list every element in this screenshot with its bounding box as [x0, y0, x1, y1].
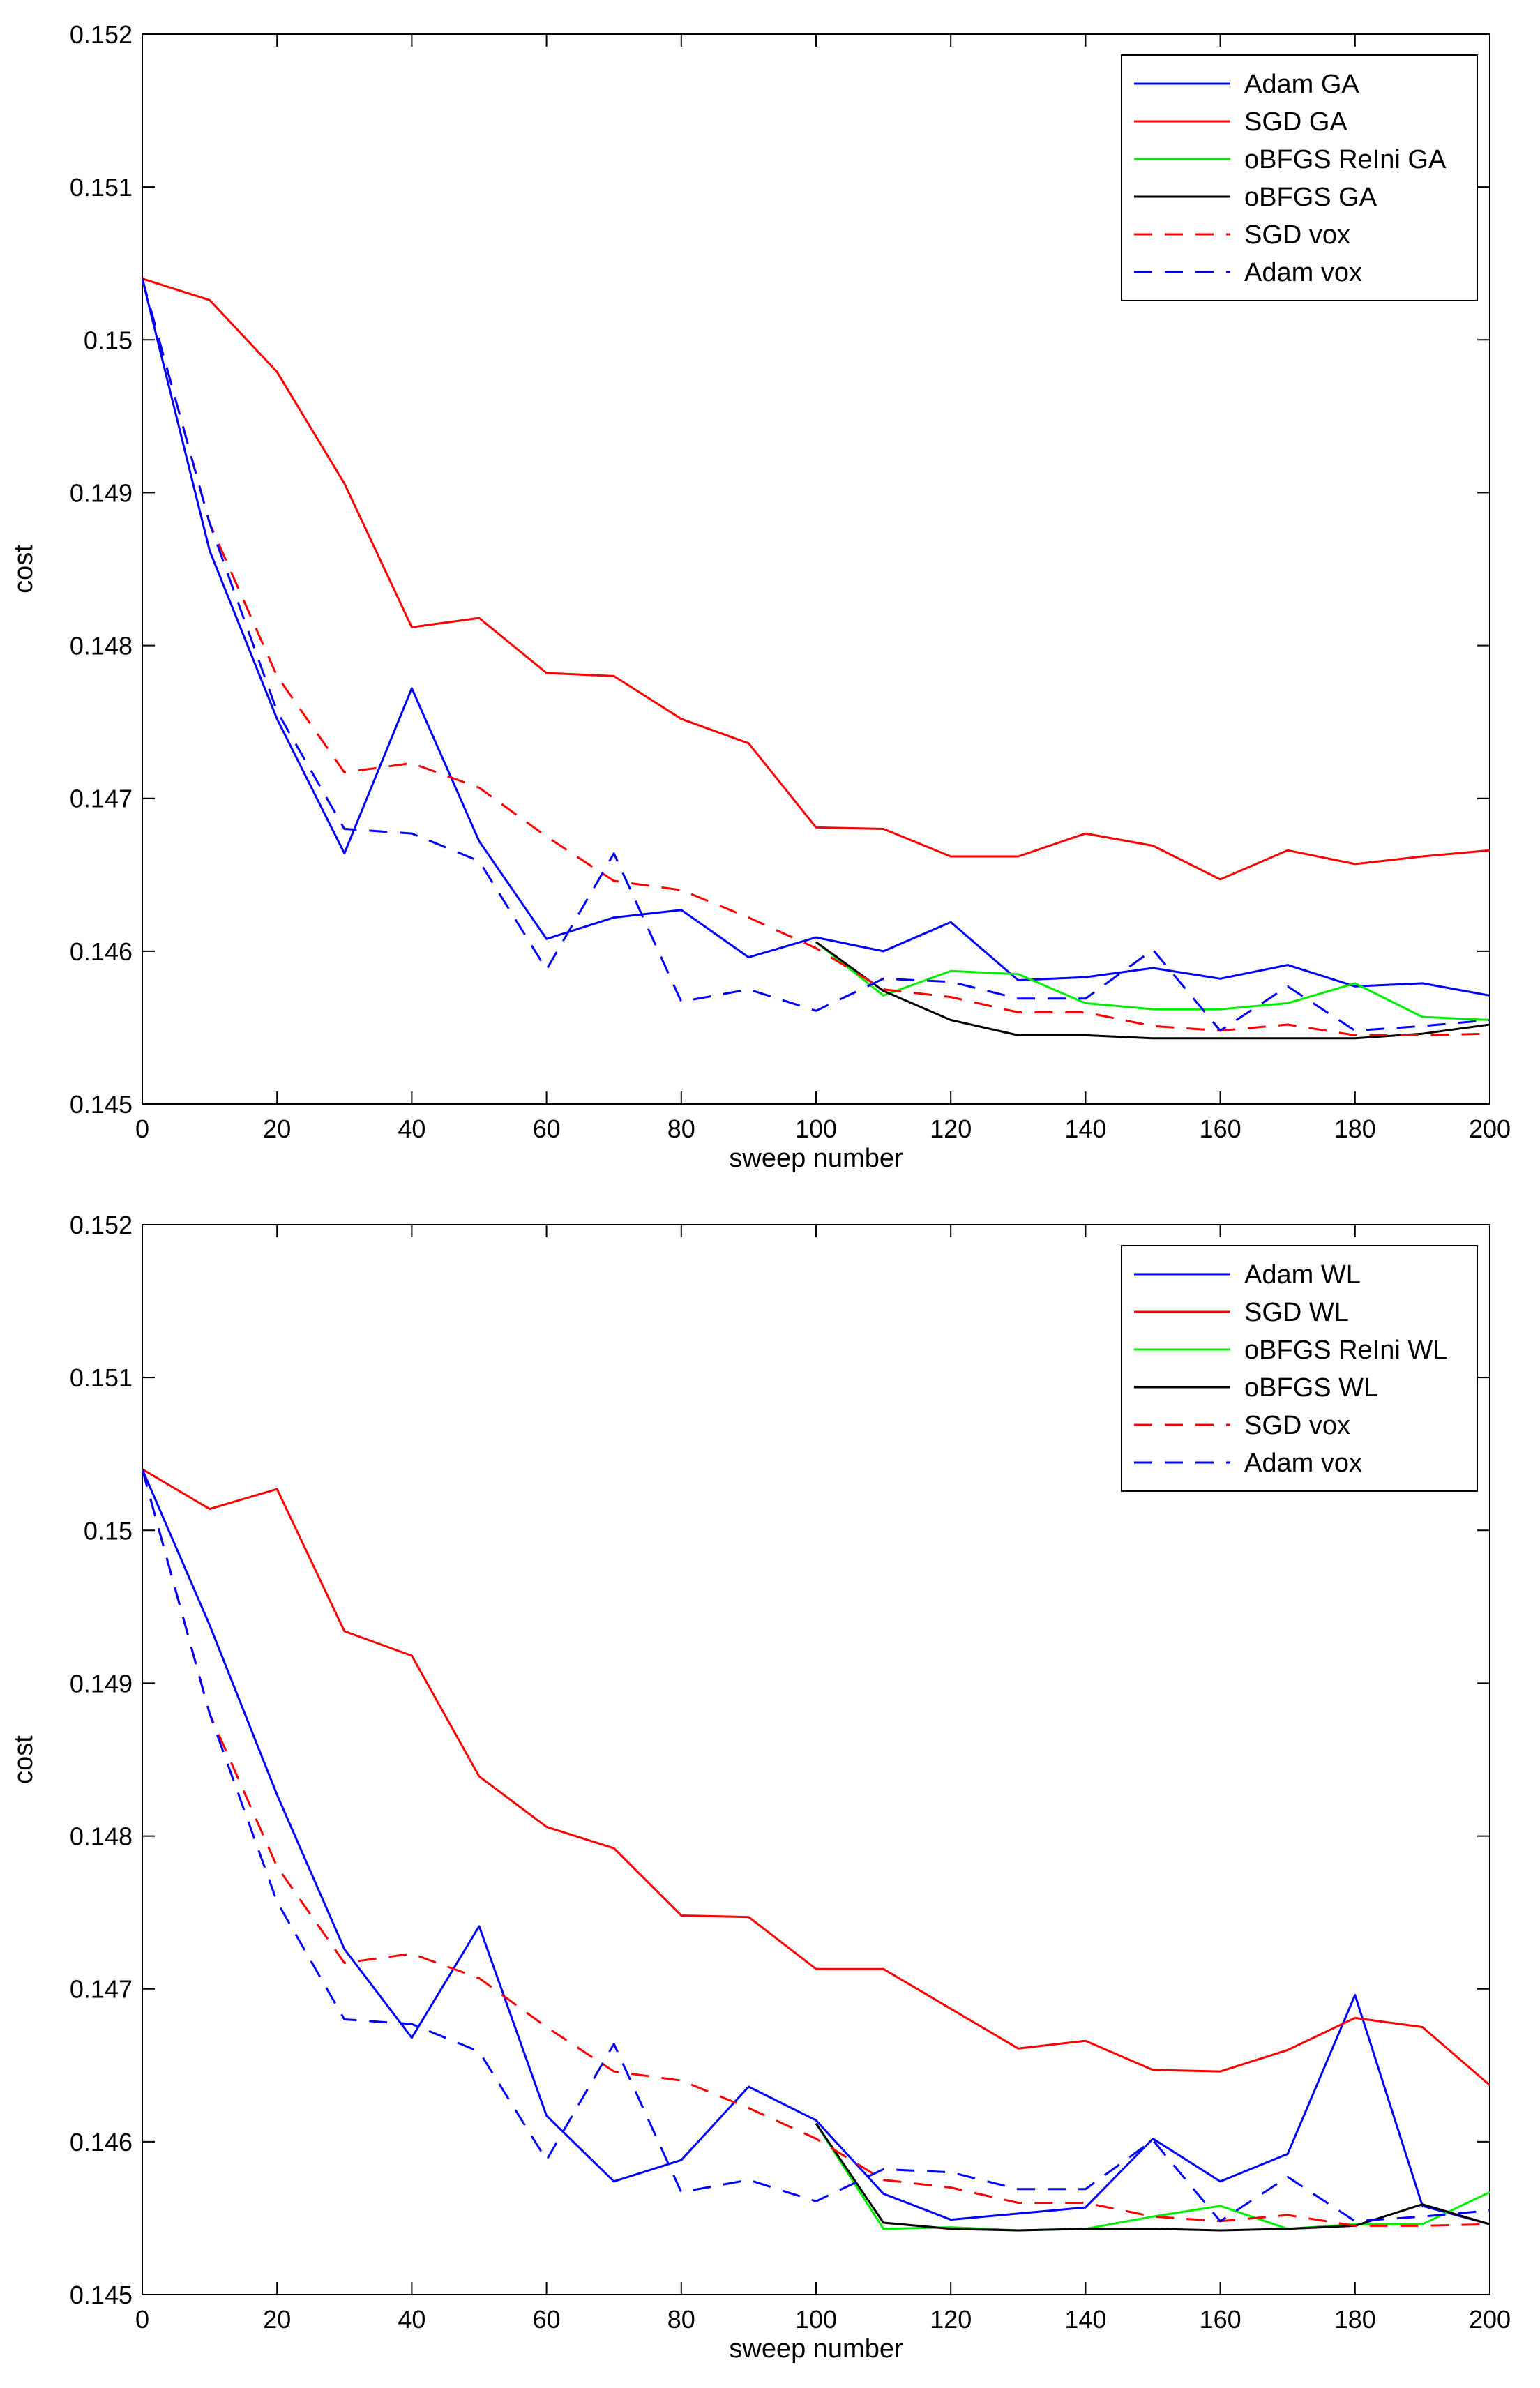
y-axis-label: cost	[9, 545, 38, 594]
series-line-sgd-vox	[142, 1469, 1490, 2227]
legend: Adam WL SGD WL oBFGS ReIni WL oBFGS WL SGD v…	[1121, 1245, 1478, 1492]
x-tick-label: 80	[667, 2305, 695, 2334]
y-tick-label: 0.147	[70, 1975, 133, 2004]
y-tick-label: 0.151	[70, 1363, 133, 1392]
legend-label: oBFGS ReIni GA	[1244, 145, 1447, 174]
y-tick-label: 0.149	[70, 478, 133, 507]
series-line-obfgs-reini-ga	[815, 941, 1490, 1021]
x-tick-label: 40	[398, 1114, 425, 1143]
series-line-sgd-wl	[142, 1468, 1490, 2086]
y-tick-label: 0.148	[70, 632, 133, 660]
legend-label: Adam GA	[1244, 70, 1359, 99]
x-tick-label: 180	[1334, 2305, 1376, 2334]
legend-label: oBFGS ReIni WL	[1244, 1336, 1447, 1365]
legend-label: oBFGS WL	[1244, 1373, 1378, 1403]
x-tick-label: 20	[263, 1114, 291, 1143]
y-tick-label: 0.15	[84, 1516, 133, 1545]
x-tick-label: 160	[1200, 1114, 1241, 1143]
series-line-adam-vox	[142, 278, 1490, 1032]
x-tick-label: 200	[1469, 2305, 1511, 2334]
x-tick-label: 20	[263, 2305, 291, 2334]
chart-panel-2: 0 20 40 60 80 100 120 140 160 180 200 0.145 0.146 0.1…	[9, 1211, 1511, 2364]
y-tick-label: 0.15	[84, 326, 133, 354]
y-tick-label: 0.152	[70, 20, 133, 49]
legend-label: SGD vox	[1244, 220, 1350, 250]
series-line-adam-wl	[142, 1469, 1490, 2225]
x-tick-label: 160	[1200, 2305, 1241, 2334]
x-tick-label: 60	[533, 2305, 561, 2334]
legend-label: SGD vox	[1244, 1411, 1350, 1440]
legend-label: SGD WL	[1244, 1298, 1349, 1327]
x-axis-label: sweep number	[729, 1144, 903, 1173]
series-line-obfgs-ga	[815, 941, 1490, 1040]
y-tick-label: 0.146	[70, 2128, 133, 2156]
x-tick-label: 200	[1469, 1114, 1511, 1143]
x-tick-label: 120	[930, 1114, 972, 1143]
x-tick-label: 140	[1064, 1114, 1106, 1143]
chart-panel-1: 0 20 40 60 80 100 120 140 160 180 200 0.145 0.146 0.1…	[9, 20, 1511, 1173]
x-tick-label: 0	[135, 2305, 149, 2334]
series-line-sgd-ga	[142, 278, 1490, 881]
series-line-sgd-vox	[142, 278, 1490, 1036]
series-line-adam-vox	[142, 1469, 1490, 2223]
y-tick-label: 0.147	[70, 785, 133, 813]
legend-box	[1121, 1245, 1478, 1492]
legend-box	[1121, 54, 1478, 301]
x-tick-label: 180	[1334, 1114, 1376, 1143]
series-group	[142, 278, 1490, 1040]
legend-label: Adam WL	[1244, 1260, 1361, 1290]
y-tick-label: 0.146	[70, 937, 133, 966]
x-tick-label: 120	[930, 2305, 972, 2334]
legend-label: oBFGS GA	[1244, 183, 1377, 212]
x-tick-label: 40	[398, 2305, 425, 2334]
x-axis-label: sweep number	[729, 2334, 903, 2364]
series-group	[142, 1468, 1490, 2232]
legend-label: SGD GA	[1244, 107, 1348, 137]
x-tick-label: 80	[667, 1114, 695, 1143]
y-tick-label: 0.152	[70, 1211, 133, 1239]
legend: Adam GA SGD GA oBFGS ReIni GA oBFGS GA SGD v…	[1121, 54, 1478, 301]
x-tick-label: 60	[533, 1114, 561, 1143]
legend-label: Adam vox	[1244, 1449, 1362, 1478]
y-tick-label: 0.145	[70, 2281, 133, 2309]
y-axis-label: cost	[9, 1735, 38, 1784]
x-tick-label: 0	[135, 1114, 149, 1143]
legend-label: Adam vox	[1244, 258, 1362, 287]
series-line-adam-ga	[142, 278, 1490, 997]
y-tick-label: 0.151	[70, 173, 133, 202]
y-tick-label: 0.148	[70, 1822, 133, 1851]
y-tick-label: 0.145	[70, 1090, 133, 1119]
x-tick-label: 100	[795, 2305, 837, 2334]
x-tick-label: 140	[1064, 2305, 1106, 2334]
y-tick-label: 0.149	[70, 1669, 133, 1698]
x-tick-label: 100	[795, 1114, 837, 1143]
